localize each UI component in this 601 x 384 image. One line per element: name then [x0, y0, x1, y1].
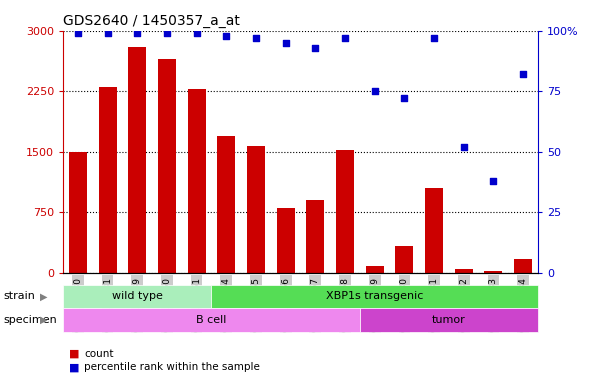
Bar [514, 259, 532, 273]
Point [222, 33, 231, 39]
Text: count: count [84, 349, 114, 359]
Bar [129, 47, 146, 273]
Bar [218, 136, 235, 273]
Point [370, 88, 379, 94]
Text: strain: strain [3, 291, 35, 301]
Text: specimen: specimen [3, 315, 56, 325]
Point [281, 40, 290, 46]
Point [192, 30, 201, 36]
Bar [212, 285, 538, 308]
Bar [99, 87, 117, 273]
Bar [307, 200, 325, 273]
Text: B cell: B cell [197, 315, 227, 325]
Point [459, 144, 469, 150]
Point [311, 45, 320, 51]
Bar [360, 308, 538, 332]
Text: ■: ■ [69, 349, 79, 359]
Bar [63, 308, 360, 332]
Text: wild type: wild type [112, 291, 163, 301]
Text: XBP1s transgenic: XBP1s transgenic [326, 291, 423, 301]
Point [518, 71, 528, 77]
Text: ■: ■ [69, 362, 79, 372]
Bar [336, 150, 354, 273]
Point [73, 30, 83, 36]
Bar [455, 269, 472, 273]
Bar [484, 271, 502, 273]
Bar [158, 59, 176, 273]
Bar [366, 266, 383, 273]
Bar [188, 89, 206, 273]
Bar [69, 152, 87, 273]
Bar [425, 188, 443, 273]
Point [132, 30, 142, 36]
Text: tumor: tumor [432, 315, 466, 325]
Bar [395, 246, 413, 273]
Point [489, 178, 498, 184]
Point [251, 35, 261, 41]
Text: ▶: ▶ [40, 315, 47, 325]
Bar [63, 285, 212, 308]
Point [400, 95, 409, 101]
Text: ▶: ▶ [40, 291, 47, 301]
Text: percentile rank within the sample: percentile rank within the sample [84, 362, 260, 372]
Text: GDS2640 / 1450357_a_at: GDS2640 / 1450357_a_at [63, 14, 240, 28]
Point [103, 30, 112, 36]
Point [429, 35, 439, 41]
Bar [247, 146, 265, 273]
Point [162, 30, 172, 36]
Point [340, 35, 350, 41]
Bar [276, 208, 294, 273]
